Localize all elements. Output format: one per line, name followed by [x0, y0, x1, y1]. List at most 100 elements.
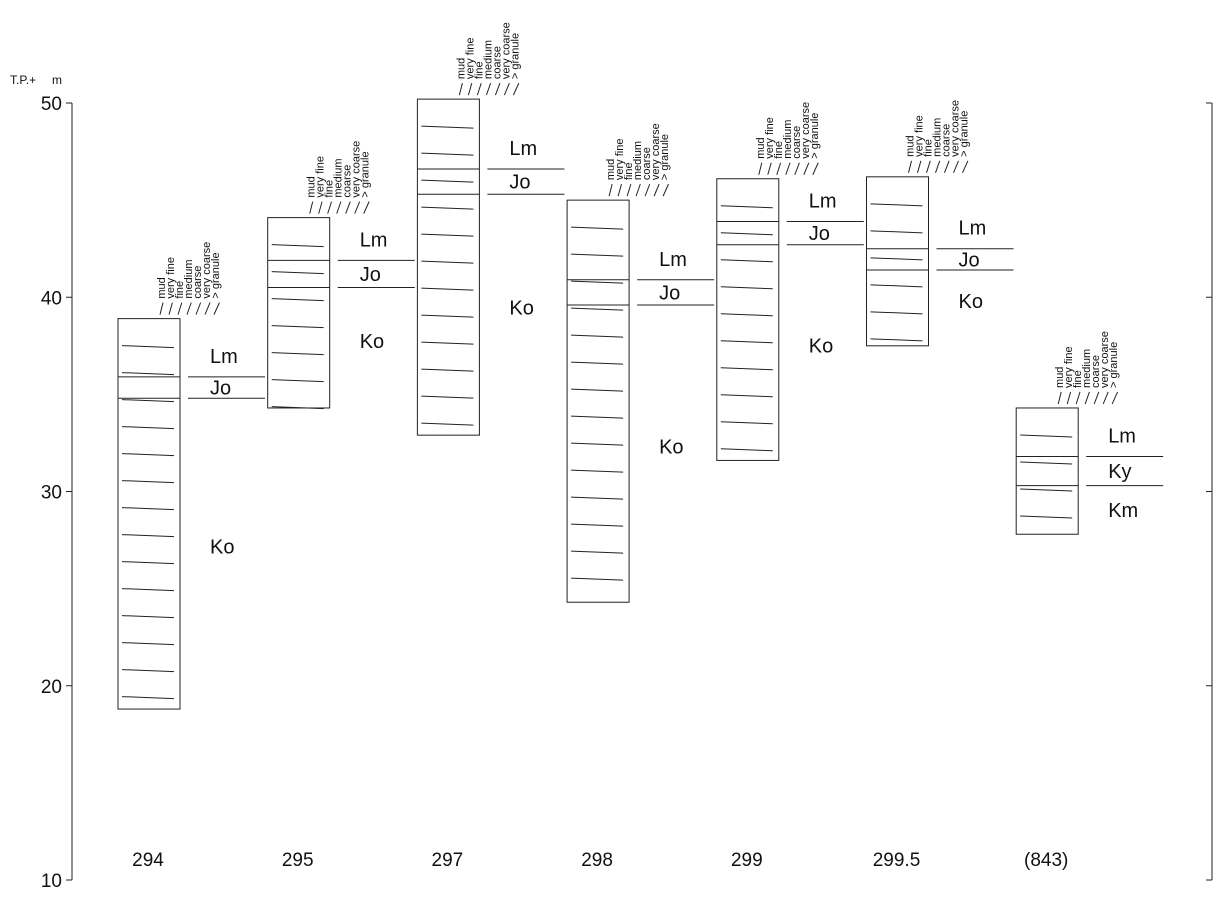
column — [416, 98, 480, 436]
grain-size-label: mud — [455, 58, 467, 79]
lamina — [421, 341, 474, 345]
grain-tick — [512, 82, 520, 96]
grain-size-label: coarse — [941, 124, 953, 157]
column-name: 298 — [581, 850, 613, 871]
grain-tick — [812, 162, 819, 175]
grain-tick — [168, 302, 173, 315]
y-tick-label: 50 — [41, 94, 62, 115]
y-tick-label: 10 — [41, 871, 62, 892]
lamina — [870, 284, 923, 288]
grain-size-label: mud — [156, 277, 168, 298]
unit-label: Ko — [210, 537, 234, 559]
grain-tick — [617, 183, 622, 197]
grain-size-label: mud — [306, 176, 318, 197]
grain-size-label: very coarse — [1099, 331, 1111, 388]
grain-tick — [962, 160, 969, 174]
grain-size-label: medium — [932, 118, 944, 157]
unit-label: Jo — [809, 223, 830, 245]
lamina — [271, 352, 324, 356]
lamina — [121, 372, 175, 376]
unit-label: Ko — [959, 291, 983, 313]
lamina — [571, 361, 624, 365]
unit-label: Lm — [210, 346, 238, 368]
lamina — [870, 230, 923, 234]
grain-size-label: very fine — [614, 139, 626, 181]
axis-unit: m — [52, 73, 62, 87]
lamina — [571, 469, 624, 473]
column-name: 295 — [282, 850, 314, 871]
unit-label: Lm — [659, 249, 687, 271]
grain-tick — [354, 201, 361, 214]
unit-label: Km — [1108, 500, 1138, 522]
lamina — [271, 325, 324, 329]
grain-tick — [1111, 391, 1119, 405]
grain-tick — [485, 82, 492, 96]
unit-label: Ko — [360, 331, 384, 353]
grain-tick — [926, 160, 931, 173]
lamina — [571, 523, 624, 527]
lamina — [720, 232, 773, 236]
grain-size-label: mud — [755, 137, 767, 158]
grain-size-label: very fine — [914, 115, 926, 157]
grain-size-label: medium — [482, 40, 494, 79]
column — [566, 199, 630, 603]
unit-label: Ky — [1108, 461, 1131, 483]
column — [866, 176, 929, 347]
grain-tick — [458, 82, 463, 96]
y-tick-label: 30 — [41, 483, 62, 504]
lamina — [121, 669, 175, 673]
grain-tick — [318, 201, 323, 214]
column-name: 297 — [432, 850, 464, 871]
unit-label: Lm — [959, 218, 987, 240]
unit-label: Jo — [360, 264, 381, 286]
lamina — [121, 480, 175, 484]
lamina — [720, 286, 773, 290]
lamina — [720, 340, 773, 344]
lamina — [121, 561, 175, 565]
grain-tick — [653, 183, 660, 197]
grain-tick — [1084, 391, 1090, 405]
unit-label: Jo — [509, 172, 530, 194]
grain-tick — [204, 302, 211, 315]
grain-size-label: fine — [623, 162, 635, 180]
grain-tick — [467, 82, 473, 96]
grain-size-label: very coarse — [351, 141, 363, 198]
axis-label: T.P.+ — [10, 73, 36, 87]
grain-tick — [944, 160, 950, 173]
grain-tick — [195, 302, 202, 315]
unit-label: Jo — [659, 282, 680, 304]
lamina — [1020, 488, 1073, 492]
column-name: 299 — [731, 850, 763, 871]
lamina — [1020, 434, 1073, 438]
grain-size-label: very coarse — [950, 100, 962, 157]
grain-tick — [758, 162, 763, 175]
unit-label: Ko — [809, 336, 833, 358]
lamina — [121, 399, 175, 403]
grain-tick — [345, 201, 351, 214]
grain-size-label: very coarse — [800, 102, 812, 159]
column — [117, 318, 181, 710]
lamina — [421, 368, 474, 372]
lamina — [121, 345, 175, 349]
grain-tick — [177, 302, 183, 315]
lamina — [271, 406, 324, 410]
grain-tick — [608, 184, 613, 197]
unit-label: Lm — [360, 229, 388, 251]
grain-tick — [327, 201, 332, 214]
grain-tick — [363, 201, 370, 214]
grain-size-label: medium — [782, 120, 794, 159]
grain-tick — [476, 82, 482, 96]
grain-tick — [767, 162, 772, 175]
lamina — [421, 125, 474, 129]
grain-size-label: fine — [174, 281, 186, 299]
grain-size-label: mud — [1054, 367, 1066, 388]
grain-size-label: coarse — [342, 165, 354, 198]
lamina — [121, 588, 175, 592]
lamina — [1020, 461, 1073, 465]
lamina — [421, 179, 474, 183]
lamina — [720, 394, 773, 398]
grain-tick — [213, 302, 220, 315]
lamina — [271, 244, 324, 248]
lamina — [121, 534, 175, 538]
lamina — [421, 233, 474, 237]
